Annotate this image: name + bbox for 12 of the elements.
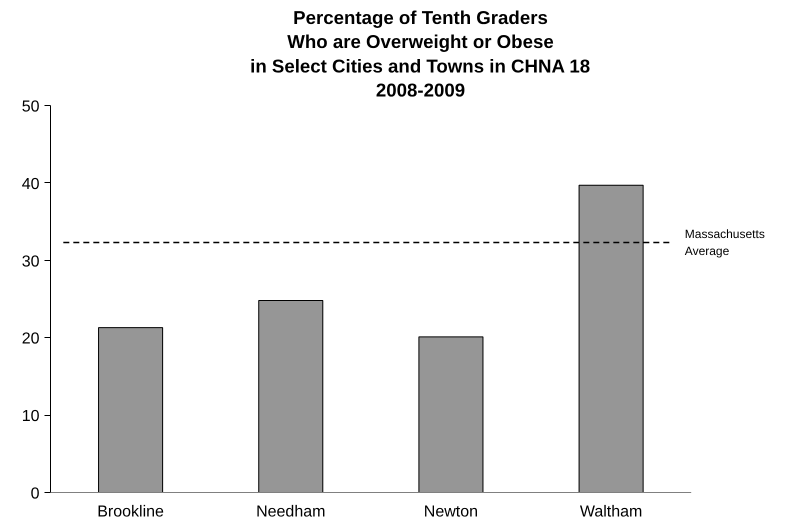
y-tick-label: 20 [22, 330, 40, 348]
ref-line-label: Massachusetts Average [684, 227, 765, 258]
chart-title: Percentage of Tenth Graders Who are Overweight or Obese in Select Cities and Towns in CHNA 18 2008-2009 [250, 7, 590, 100]
x-tick-label: Waltham [580, 504, 642, 520]
x-tick-label: Brookline [97, 504, 164, 520]
x-tick-label: Needham [256, 504, 326, 520]
y-tick-label: 30 [22, 253, 40, 270]
y-tick-label: 0 [30, 486, 40, 502]
y-tick-label: 10 [22, 408, 40, 426]
y-tick-label: 40 [22, 176, 40, 193]
y-tick-label: 50 [22, 98, 40, 116]
x-tick-label: Newton [424, 504, 478, 520]
